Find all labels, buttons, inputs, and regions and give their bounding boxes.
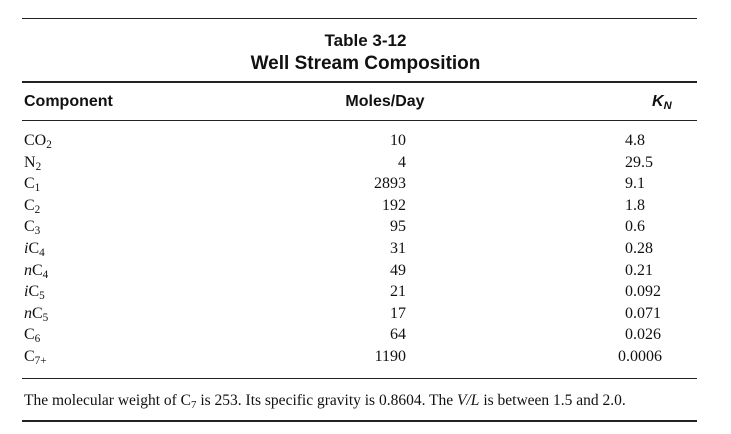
formula-prefix: i — [24, 240, 29, 257]
column-header: Component — [24, 93, 113, 110]
formula-subscript: N — [663, 100, 672, 112]
moles-cell: 10 — [390, 132, 406, 149]
kn-cell: 0.092 — [625, 283, 661, 301]
component-cell: C7+ — [24, 348, 47, 367]
formula-subscript: 4 — [42, 268, 49, 281]
footnote-text: is between 1.5 and 2.0. — [479, 392, 626, 409]
rule — [22, 81, 697, 83]
formula-base: C — [32, 261, 43, 279]
moles-cell: 1190 — [374, 348, 406, 365]
formula-base: C — [24, 326, 35, 344]
moles-cell: 21 — [390, 283, 406, 301]
kn-cell: 0.6 — [625, 218, 645, 236]
component-cell: C3 — [24, 218, 41, 238]
formula-base: C — [24, 348, 35, 365]
kn-cell: 9.1 — [625, 175, 645, 193]
moles-cell: 49 — [390, 261, 406, 279]
component-cell: iC4 — [24, 240, 45, 259]
component-cell: CO2 — [24, 132, 52, 151]
kn-cell: 4.8 — [625, 132, 645, 149]
component-cell: N2 — [24, 153, 42, 173]
moles-cell: 17 — [390, 304, 406, 322]
kn-cell: 0.0006 — [618, 348, 662, 365]
formula-base: C — [28, 283, 40, 301]
footnote-subscript: 7 — [191, 399, 197, 411]
rule — [22, 378, 697, 379]
column-header: Moles/Day — [345, 93, 425, 110]
moles-cell: 95 — [390, 218, 406, 236]
rule — [22, 420, 697, 422]
component-cell: C6 — [24, 326, 41, 346]
footnote-italic: V/L — [457, 392, 480, 409]
formula-subscript: 1 — [34, 182, 41, 195]
footnote: The molecular weight of C7 is 253. Its s… — [24, 392, 626, 411]
formula-subscript: 7+ — [34, 355, 47, 367]
formula-subscript: 2 — [46, 139, 52, 151]
rule — [22, 18, 697, 19]
formula-base: C — [24, 196, 35, 214]
formula-base: N — [24, 153, 36, 171]
formula-subscript: 5 — [39, 290, 45, 303]
kn-cell: 0.28 — [625, 240, 653, 257]
rule — [22, 120, 697, 121]
component-cell: nC5 — [24, 304, 49, 324]
kn-cell: 0.071 — [625, 304, 661, 322]
formula-base: C — [32, 304, 43, 322]
formula-prefix: n — [24, 304, 32, 322]
formula-base: C — [24, 218, 35, 236]
formula-subscript: 2 — [34, 203, 41, 216]
formula-base: CO — [24, 132, 47, 149]
kn-cell: 0.026 — [625, 326, 661, 344]
formula-subscript: 2 — [35, 160, 42, 173]
formula-base: K — [652, 93, 664, 110]
component-cell: C2 — [24, 196, 41, 216]
formula-base: C — [24, 175, 35, 193]
formula-subscript: 4 — [39, 247, 45, 259]
moles-cell: 31 — [390, 240, 406, 257]
kn-cell: 0.21 — [625, 261, 653, 279]
moles-cell: 192 — [382, 196, 406, 214]
formula-base: C — [28, 240, 40, 257]
component-cell: iC5 — [24, 283, 45, 303]
formula-prefix: n — [24, 261, 32, 279]
table-number: Table 3-12 — [324, 31, 407, 50]
formula-prefix: i — [24, 283, 29, 301]
footnote-text: is 253. Its specific gravity is 0.8604. … — [196, 392, 458, 409]
formula-subscript: 3 — [34, 225, 41, 238]
formula-subscript: 6 — [34, 333, 41, 346]
moles-cell: 2893 — [374, 175, 406, 193]
moles-cell: 4 — [398, 153, 406, 171]
kn-cell: 29.5 — [625, 153, 653, 171]
column-header: KN — [652, 93, 672, 112]
table-title: Well Stream Composition — [250, 53, 481, 74]
formula-subscript: 5 — [42, 311, 49, 324]
kn-cell: 1.8 — [625, 196, 645, 214]
footnote-text: The molecular weight of C — [24, 392, 192, 409]
moles-cell: 64 — [390, 326, 406, 344]
component-cell: nC4 — [24, 261, 49, 281]
component-cell: C1 — [24, 175, 41, 195]
